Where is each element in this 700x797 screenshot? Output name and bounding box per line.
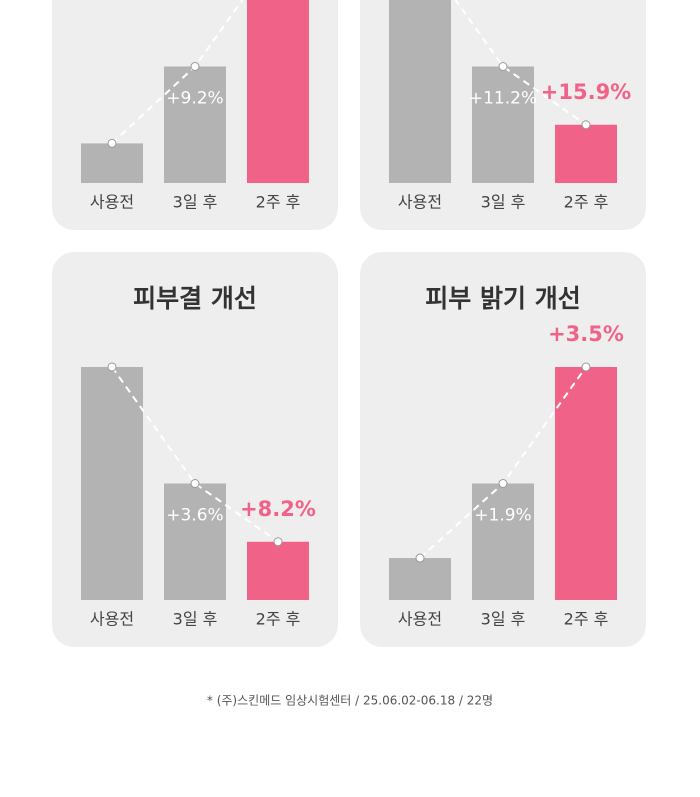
point: [581, 120, 591, 130]
bar: [247, 0, 309, 183]
trend-line: [454, 0, 587, 126]
x-tick-label: 2주 후: [564, 610, 609, 629]
chart-title: 피부결 개선: [133, 284, 257, 313]
value-label: +3.5%: [548, 322, 624, 346]
bar: [164, 483, 226, 600]
x-tick-label: 3일 후: [481, 193, 526, 212]
trend-line: [111, 366, 279, 543]
value-label: +9.2%: [166, 89, 223, 109]
bar: [81, 367, 143, 600]
x-tick-label: 사용전: [90, 193, 134, 212]
bar: [389, 0, 451, 183]
x-tick-label: 2주 후: [256, 193, 301, 212]
x-tick-label: 2주 후: [256, 610, 301, 629]
point: [498, 62, 508, 71]
bar: [164, 66, 226, 183]
point: [107, 138, 117, 148]
x-tick-label: 사용전: [90, 610, 134, 629]
footnote: * (주)스킨메드 임상시험센터 / 25.06.02-06.18 / 22명: [207, 694, 493, 708]
bar: [247, 541, 309, 600]
point: [581, 362, 591, 372]
bar: [81, 143, 143, 183]
x-tick-label: 사용전: [398, 193, 442, 212]
x-tick-label: 2주 후: [564, 193, 609, 212]
value-label: +1.9%: [474, 506, 531, 526]
point: [498, 479, 508, 488]
point: [190, 62, 200, 71]
chart-title: 피부 밝기 개선: [425, 284, 580, 313]
bar: [389, 558, 451, 600]
point: [190, 479, 200, 488]
value-label: +8.2%: [240, 497, 316, 521]
x-tick-label: 3일 후: [173, 610, 218, 629]
x-tick-label: 3일 후: [481, 610, 526, 629]
bar: [555, 124, 617, 183]
value-label: +15.9%: [541, 80, 631, 104]
value-label: +11.2%: [469, 89, 537, 109]
point: [273, 537, 283, 547]
value-label: +3.6%: [166, 506, 223, 526]
bar: [472, 66, 534, 183]
bar: [555, 367, 617, 600]
bar: [472, 483, 534, 600]
x-tick-label: 사용전: [398, 610, 442, 629]
point: [415, 553, 425, 563]
point: [107, 362, 117, 372]
x-tick-label: 3일 후: [173, 193, 218, 212]
